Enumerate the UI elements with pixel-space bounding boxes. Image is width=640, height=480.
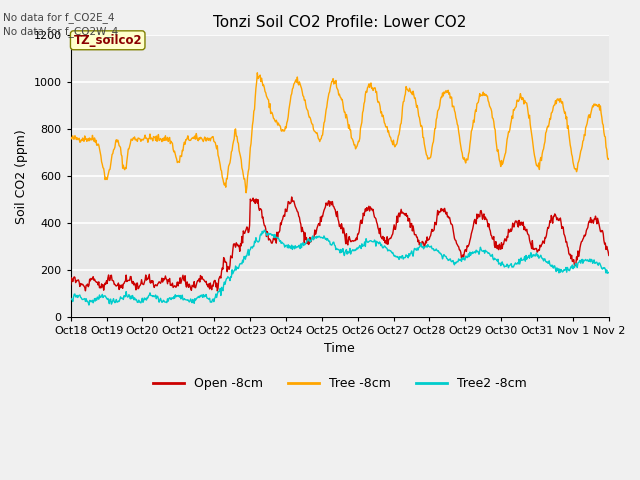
Text: No data for f_CO2W_4: No data for f_CO2W_4	[3, 26, 118, 37]
Text: TZ_soilco2: TZ_soilco2	[74, 34, 142, 47]
Title: Tonzi Soil CO2 Profile: Lower CO2: Tonzi Soil CO2 Profile: Lower CO2	[213, 15, 467, 30]
Legend: Open -8cm, Tree -8cm, Tree2 -8cm: Open -8cm, Tree -8cm, Tree2 -8cm	[148, 372, 532, 396]
Text: No data for f_CO2E_4: No data for f_CO2E_4	[3, 12, 115, 23]
X-axis label: Time: Time	[324, 342, 355, 355]
Y-axis label: Soil CO2 (ppm): Soil CO2 (ppm)	[15, 129, 28, 224]
